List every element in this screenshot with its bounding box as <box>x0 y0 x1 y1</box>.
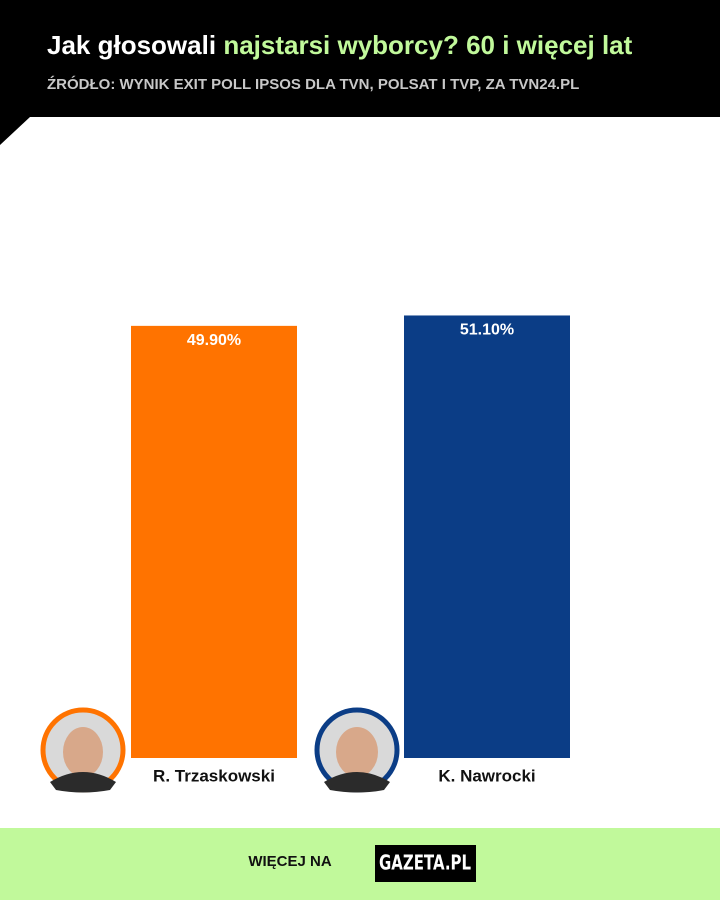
x-tick-label: R. Trzaskowski <box>153 766 275 785</box>
x-tick-label: K. Nawrocki <box>438 766 535 785</box>
avatar <box>40 707 126 793</box>
logo-box[interactable] <box>375 845 476 882</box>
footer-text: WIĘCEJ NA <box>248 853 332 870</box>
avatar-suit <box>324 772 390 793</box>
data-label: 51.10% <box>460 322 514 339</box>
avatar-face <box>336 727 378 777</box>
title-main: Jak głosowali <box>47 30 216 60</box>
footer <box>0 828 720 900</box>
logo[interactable]: GAZETA.PL <box>379 851 471 875</box>
data-label: 49.90% <box>187 332 241 349</box>
avatar-suit <box>50 772 116 793</box>
bar <box>131 325 297 758</box>
header <box>0 0 720 145</box>
avatar-face <box>63 727 103 777</box>
title-highlight: najstarsi wyborcy? 60 i więcej lat <box>223 30 632 60</box>
bar <box>404 315 570 758</box>
subtitle: ŹRÓDŁO: WYNIK EXIT POLL IPSOS DLA TVN, P… <box>47 75 579 93</box>
avatar <box>314 707 400 793</box>
chart-title: Jak głosowali najstarsi wyborcy? 60 i wi… <box>47 30 633 60</box>
